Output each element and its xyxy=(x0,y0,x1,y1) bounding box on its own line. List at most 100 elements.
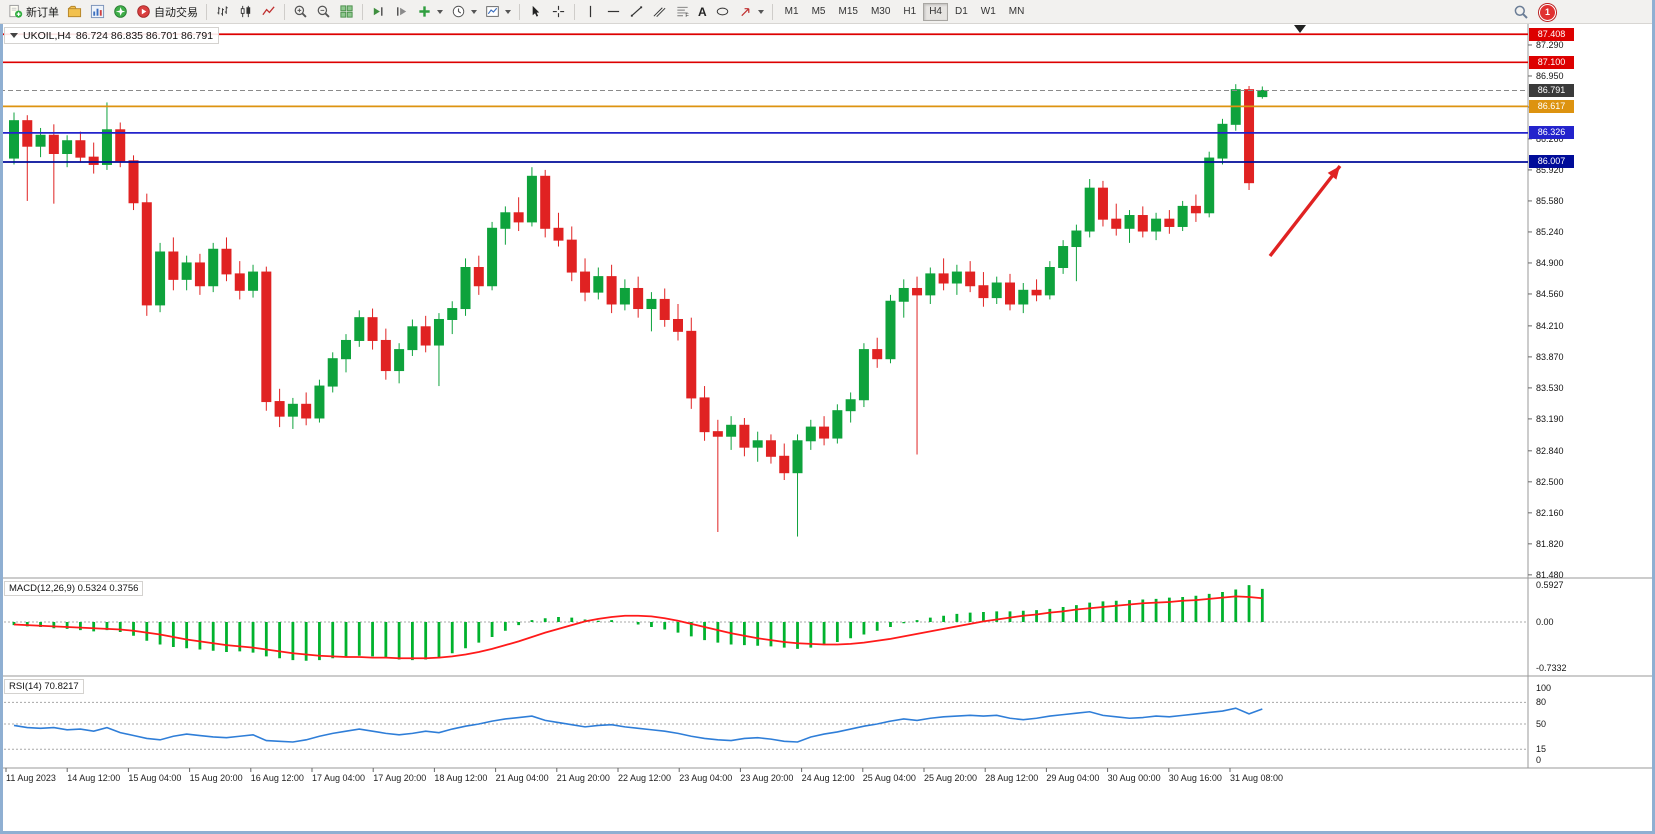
candle-body xyxy=(208,248,219,287)
bar-chart-button[interactable] xyxy=(211,2,234,22)
navigator-icon xyxy=(114,5,127,18)
candle-body xyxy=(500,212,511,229)
arrow-annotation-head xyxy=(1327,166,1340,180)
candle-body xyxy=(1058,246,1069,269)
candle-body xyxy=(221,248,232,275)
templates-icon xyxy=(486,6,499,17)
time-label: 29 Aug 04:00 xyxy=(1046,773,1100,783)
new-order-icon xyxy=(9,4,23,18)
chart-title: UKOIL,H4 86.724 86.835 86.701 86.791 xyxy=(4,27,220,44)
timeframe-button-d1[interactable]: D1 xyxy=(949,3,974,21)
horizontal-line-button[interactable] xyxy=(602,2,625,22)
candle-body xyxy=(394,349,405,372)
timeframe-group: M1 M5 M15 M30 H1 H4 D1 W1 MN xyxy=(779,2,1031,21)
shapes-button[interactable] xyxy=(711,2,734,22)
price-tick: 81.820 xyxy=(1536,538,1564,549)
rsi-scale-tick: 100 xyxy=(1536,683,1552,693)
search-icon xyxy=(1514,5,1528,19)
periods-button[interactable] xyxy=(447,2,481,22)
macd-signal-line xyxy=(13,595,1263,660)
market-watch-icon xyxy=(90,4,105,19)
macd-scale-tick: 0.5927 xyxy=(1536,579,1564,590)
candle-body xyxy=(341,339,351,360)
zoom-out-button[interactable] xyxy=(312,2,335,22)
time-label: 21 Aug 04:00 xyxy=(495,773,549,783)
notification-badge[interactable]: 1 xyxy=(1539,3,1556,21)
toolbar-separator xyxy=(519,3,520,20)
price-axis[interactable]: 87.29086.95086.61086.26085.92085.58085.2… xyxy=(1528,24,1650,768)
candle-body xyxy=(566,239,577,273)
timeframe-button-m1[interactable]: M1 xyxy=(779,3,805,21)
chevron-down-icon xyxy=(505,9,511,14)
price-tick: 84.210 xyxy=(1536,320,1564,331)
rsi-scale-tick: 0 xyxy=(1536,755,1542,765)
cursor-button[interactable] xyxy=(524,2,547,22)
timeframe-button-mn[interactable]: MN xyxy=(1003,3,1031,21)
arrows-button[interactable] xyxy=(734,2,768,22)
time-axis[interactable]: 11 Aug 2023 14 Aug 12:00 15 Aug 04:00 15 Au… xyxy=(0,771,1528,787)
candle-body xyxy=(1018,289,1029,305)
fibonacci-button[interactable]: F xyxy=(671,2,694,22)
search-button[interactable] xyxy=(1512,2,1530,22)
rsi-scale-tick: 15 xyxy=(1536,744,1547,755)
candle-body xyxy=(115,129,126,162)
window-frame-left xyxy=(0,24,3,834)
candlestick-chart-button[interactable] xyxy=(234,2,257,22)
candle-body xyxy=(1005,282,1015,305)
timeframe-button-m5[interactable]: M5 xyxy=(806,3,832,21)
timeframe-button-w1[interactable]: W1 xyxy=(975,3,1002,21)
trendline-button[interactable] xyxy=(625,2,648,22)
candle-body xyxy=(686,330,697,399)
candle-body xyxy=(380,339,391,372)
arrow-annotation[interactable] xyxy=(1268,164,1342,258)
templates-button[interactable] xyxy=(481,2,515,22)
price-tick: 86.950 xyxy=(1536,70,1564,81)
rsi-line xyxy=(13,707,1263,743)
timeframe-button-h4[interactable]: H4 xyxy=(923,2,948,21)
candle-body xyxy=(633,287,644,310)
timeframe-button-m30[interactable]: M30 xyxy=(865,3,896,21)
zoom-in-button[interactable] xyxy=(289,2,312,22)
vertical-line-button[interactable] xyxy=(579,2,602,22)
candle-body xyxy=(765,440,776,457)
candle-body xyxy=(314,385,325,419)
horizontal-line-icon xyxy=(607,10,620,13)
candle-body xyxy=(234,273,245,291)
auto-scroll-button[interactable] xyxy=(367,2,390,22)
auto-trading-icon xyxy=(137,5,150,18)
timeframe-button-m15[interactable]: M15 xyxy=(832,3,863,21)
indicators-button[interactable] xyxy=(413,2,447,22)
profiles-button[interactable] xyxy=(63,2,86,22)
navigator-button[interactable] xyxy=(109,2,132,22)
market-watch-button[interactable] xyxy=(86,2,109,22)
chart-shift-icon xyxy=(397,7,407,16)
candle-body xyxy=(540,175,551,229)
new-order-label: 新订单 xyxy=(26,6,59,19)
plot-canvas[interactable] xyxy=(0,24,1655,834)
candle-body xyxy=(473,267,484,287)
macd-scale-tick: -0.7332 xyxy=(1536,662,1567,673)
indicators-icon xyxy=(419,6,430,17)
time-label: 17 Aug 20:00 xyxy=(373,773,427,783)
auto-trading-button[interactable]: 自动交易 xyxy=(132,2,202,22)
text-button[interactable]: A xyxy=(694,2,711,22)
candle-body xyxy=(48,134,59,155)
candle-body xyxy=(9,120,19,159)
crosshair-button[interactable] xyxy=(547,2,570,22)
line-chart-button[interactable] xyxy=(257,2,280,22)
timeframe-button-h1[interactable]: H1 xyxy=(897,3,922,21)
text-icon: A xyxy=(698,4,707,19)
auto-scroll-icon xyxy=(373,7,383,16)
channel-button[interactable] xyxy=(648,2,671,22)
time-label: 11 Aug 2023 xyxy=(6,773,56,783)
chart-shift-button[interactable] xyxy=(390,2,413,22)
tile-windows-button[interactable] xyxy=(335,2,358,22)
candle-body xyxy=(912,287,923,296)
time-label: 17 Aug 04:00 xyxy=(312,773,366,783)
new-order-button[interactable]: 新订单 xyxy=(4,2,63,22)
time-label: 25 Aug 20:00 xyxy=(924,773,978,783)
candle-body xyxy=(1217,123,1228,159)
svg-text:F: F xyxy=(685,13,689,19)
bar-shift-marker-icon[interactable] xyxy=(1294,25,1306,33)
candle-body xyxy=(885,300,896,360)
